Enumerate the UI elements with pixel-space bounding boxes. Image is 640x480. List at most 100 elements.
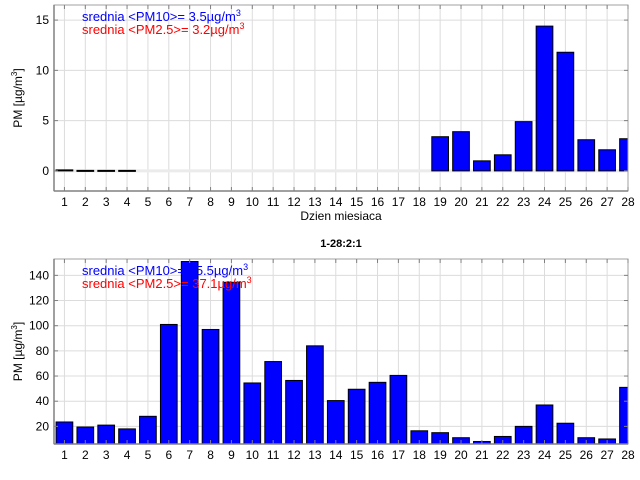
x-tick-label: 19 bbox=[433, 195, 447, 209]
x-tick-label: 12 bbox=[287, 195, 301, 209]
bar-day-6 bbox=[159, 323, 178, 444]
x-tick-label: 21 bbox=[475, 448, 489, 462]
bar-day-4 bbox=[118, 169, 136, 172]
x-tick-label: 20 bbox=[454, 195, 468, 209]
x-tick-label: 20 bbox=[454, 448, 468, 462]
mean-annotation-text: srednia <PM10>= 3.5µg/m bbox=[82, 9, 236, 24]
x-tick-label: 2 bbox=[82, 195, 89, 209]
mean-annotation-sup: 3 bbox=[247, 275, 252, 285]
bar-day-9 bbox=[222, 281, 241, 444]
mean-annotation: srednia <PM2.5>= 3.2µg/m3 bbox=[82, 21, 244, 37]
bar-day-12 bbox=[285, 379, 303, 444]
x-tick-label: 4 bbox=[124, 448, 131, 462]
x-tick-label: 1 bbox=[61, 195, 68, 209]
x-tick-label: 26 bbox=[580, 195, 594, 209]
bar-day-5 bbox=[139, 415, 157, 444]
bar-day-22 bbox=[493, 154, 512, 172]
x-tick-label: 9 bbox=[228, 448, 235, 462]
x-tick-label: 11 bbox=[267, 448, 280, 462]
x-tick-label: 17 bbox=[392, 448, 406, 462]
mean-annotation-sup: 3 bbox=[239, 21, 244, 31]
y-tick-label: 60 bbox=[36, 369, 50, 383]
x-tick-label: 6 bbox=[165, 195, 172, 209]
x-tick-label: 11 bbox=[267, 195, 280, 209]
y-axis-label-end: ] bbox=[11, 322, 25, 325]
mean-annotation: srednia <PM2.5>= 37.1µg/m3 bbox=[82, 275, 252, 291]
chart-title: 1-28:2:1 bbox=[320, 238, 362, 250]
x-tick-label: 12 bbox=[287, 448, 301, 462]
bar-day-15 bbox=[347, 388, 366, 444]
x-tick-label: 14 bbox=[329, 195, 343, 209]
chart-2: 1 2 3 4 5 6 7 8 9 10 11 12 13 14 15 16 17 18 19 20 21 22 23 24 2… bbox=[10, 238, 635, 462]
bar-day-1 bbox=[55, 421, 74, 444]
y-tick-label: 5 bbox=[42, 114, 49, 128]
x-tick-label: 28 bbox=[621, 448, 635, 462]
x-tick-label: 17 bbox=[392, 195, 406, 209]
bar-day-27 bbox=[598, 149, 616, 172]
x-tick-label: 22 bbox=[496, 448, 510, 462]
x-tick-label: 19 bbox=[433, 448, 447, 462]
x-tick-label: 16 bbox=[371, 448, 385, 462]
x-tick-label: 7 bbox=[186, 195, 193, 209]
x-tick-label: 26 bbox=[580, 448, 594, 462]
x-tick-label: 24 bbox=[538, 195, 552, 209]
y-axis-label-sup: 3 bbox=[10, 71, 19, 76]
x-tick-label: 13 bbox=[308, 195, 322, 209]
bar-day-24 bbox=[535, 404, 554, 444]
x-tick-label: 13 bbox=[308, 448, 322, 462]
x-tick-label: 9 bbox=[228, 195, 235, 209]
x-tick-label: 8 bbox=[207, 448, 214, 462]
bar-day-8 bbox=[201, 328, 220, 444]
bar-day-17 bbox=[389, 374, 408, 444]
x-axis-label: Dzien miesiaca bbox=[300, 209, 382, 223]
y-tick-label: 100 bbox=[29, 319, 49, 333]
bar-day-26 bbox=[577, 139, 596, 172]
mean-annotation-sup: 3 bbox=[236, 8, 241, 18]
x-tick-label: 8 bbox=[207, 195, 214, 209]
x-tick-label: 22 bbox=[496, 195, 510, 209]
x-tick-label: 4 bbox=[124, 195, 131, 209]
mean-annotation: srednia <PM10>= 3.5µg/m3 bbox=[82, 8, 241, 24]
bar-day-21 bbox=[473, 160, 491, 172]
x-tick-label: 5 bbox=[145, 195, 152, 209]
y-tick-label: 0 bbox=[42, 164, 49, 178]
mean-annotation: srednia <PM10>= 45.5µg/m3 bbox=[82, 262, 248, 278]
mean-annotation-text: srednia <PM10>= 45.5µg/m bbox=[82, 263, 243, 278]
bar-day-24 bbox=[535, 25, 554, 172]
x-tick-label: 25 bbox=[559, 448, 573, 462]
mean-annotation-sup: 3 bbox=[243, 262, 248, 272]
x-tick-label: 27 bbox=[600, 448, 614, 462]
y-axis-label-end: ] bbox=[11, 68, 25, 71]
y-axis-label-sup: 3 bbox=[10, 325, 19, 330]
x-tick-label: 27 bbox=[600, 195, 614, 209]
x-tick-label: 1 bbox=[61, 448, 68, 462]
x-tick-label: 18 bbox=[413, 448, 427, 462]
x-tick-label: 15 bbox=[350, 448, 364, 462]
bar-day-3 bbox=[97, 169, 116, 172]
y-tick-label: 120 bbox=[29, 294, 49, 308]
x-tick-label: 23 bbox=[517, 195, 531, 209]
x-tick-label: 2 bbox=[82, 448, 89, 462]
x-tick-label: 28 bbox=[621, 195, 635, 209]
y-tick-label: 80 bbox=[36, 344, 50, 358]
bar-day-14 bbox=[326, 400, 345, 444]
x-tick-label: 6 bbox=[165, 448, 172, 462]
y-axis-label-text: PM [µg/m bbox=[11, 330, 25, 382]
bars bbox=[55, 25, 628, 172]
bar-day-16 bbox=[368, 381, 387, 444]
y-tick-label: 40 bbox=[36, 394, 50, 408]
bar-day-10 bbox=[243, 382, 262, 444]
x-tick-label: 5 bbox=[145, 448, 152, 462]
bar-day-19 bbox=[431, 136, 449, 172]
bar-day-1 bbox=[55, 169, 74, 172]
bars bbox=[55, 261, 628, 444]
x-tick-label: 10 bbox=[246, 195, 260, 209]
y-axis-label: PM [µg/m3] bbox=[10, 322, 25, 381]
x-tick-label: 3 bbox=[103, 195, 110, 209]
bar-day-25 bbox=[556, 51, 575, 172]
y-axis-label-text: PM [µg/m bbox=[11, 76, 25, 128]
x-tick-label: 3 bbox=[103, 448, 110, 462]
x-tick-label: 21 bbox=[475, 195, 489, 209]
mean-annotation-text: srednia <PM2.5>= 3.2µg/m bbox=[82, 22, 239, 37]
